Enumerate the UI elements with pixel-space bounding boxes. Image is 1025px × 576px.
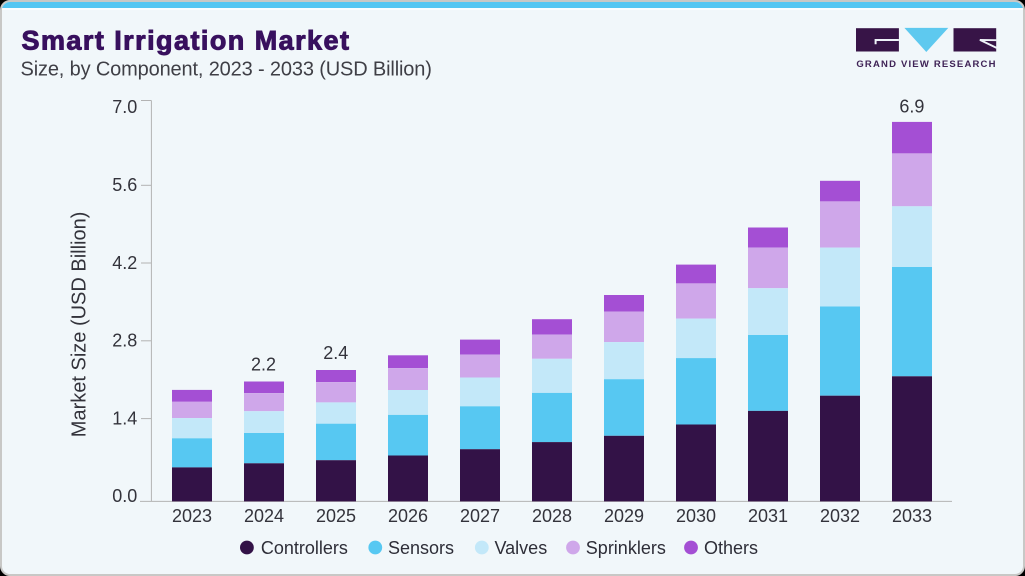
svg-text:2.8: 2.8: [112, 331, 137, 351]
svg-text:Sprinklers: Sprinklers: [586, 538, 666, 558]
svg-text:7.0: 7.0: [112, 97, 137, 117]
svg-text:0.0: 0.0: [112, 486, 137, 506]
svg-text:2023: 2023: [172, 506, 212, 526]
svg-text:2031: 2031: [748, 506, 788, 526]
svg-text:2028: 2028: [532, 506, 572, 526]
svg-text:2027: 2027: [460, 506, 500, 526]
svg-text:2026: 2026: [388, 506, 428, 526]
svg-text:Valves: Valves: [495, 538, 548, 558]
svg-text:2.2: 2.2: [251, 355, 276, 375]
svg-text:2030: 2030: [676, 506, 716, 526]
svg-text:6.9: 6.9: [899, 97, 924, 117]
svg-text:2029: 2029: [604, 506, 644, 526]
svg-text:Size, by Component, 2023 - 203: Size, by Component, 2023 - 2033 (USD Bil…: [21, 59, 432, 81]
svg-text:2024: 2024: [244, 506, 284, 526]
svg-text:5.6: 5.6: [112, 175, 137, 195]
svg-text:Controllers: Controllers: [261, 538, 348, 558]
svg-text:1.4: 1.4: [112, 408, 137, 428]
svg-text:2.4: 2.4: [323, 343, 348, 363]
svg-text:2032: 2032: [820, 506, 860, 526]
svg-text:Others: Others: [704, 538, 758, 558]
svg-text:Smart Irrigation Market: Smart Irrigation Market: [22, 26, 351, 56]
svg-text:Sensors: Sensors: [388, 538, 454, 558]
svg-text:2033: 2033: [892, 506, 932, 526]
svg-text:GRAND VIEW RESEARCH: GRAND VIEW RESEARCH: [856, 59, 996, 70]
svg-text:4.2: 4.2: [112, 253, 137, 273]
svg-text:2025: 2025: [316, 506, 356, 526]
svg-text:Market Size (USD Billion): Market Size (USD Billion): [69, 212, 91, 438]
